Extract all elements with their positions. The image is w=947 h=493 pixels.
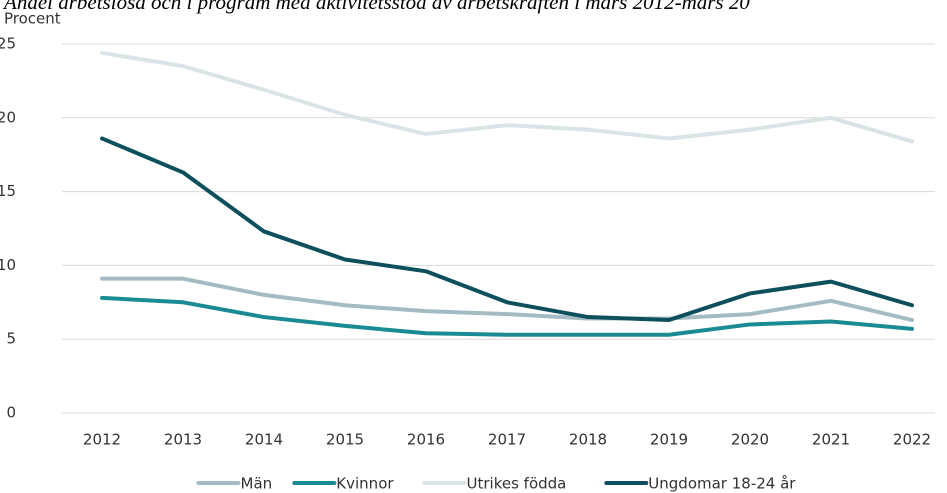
y-tick-label: 0 xyxy=(6,404,16,422)
legend-label: Ungdomar 18-24 år xyxy=(648,475,796,493)
line-series xyxy=(100,136,914,323)
x-tick-label: 2018 xyxy=(569,431,607,449)
legend-label: Utrikes födda xyxy=(467,475,567,493)
y-tick-label: 15 xyxy=(0,182,16,200)
line-series xyxy=(100,295,914,337)
chart-title: Andel arbetslösa och i program med aktiv… xyxy=(2,0,750,14)
x-tick-label: 2019 xyxy=(650,431,688,449)
x-tick-label: 2021 xyxy=(812,431,850,449)
line-series xyxy=(100,276,914,323)
legend-label: Män xyxy=(241,475,273,493)
x-tick-label: 2015 xyxy=(326,431,364,449)
x-tick-label: 2022 xyxy=(893,431,931,449)
x-tick-label: 2012 xyxy=(83,431,121,449)
x-tick-label: 2017 xyxy=(488,431,526,449)
x-tick-label: 2016 xyxy=(407,431,445,449)
y-tick-label: 10 xyxy=(0,256,16,274)
legend-label: Kvinnor xyxy=(336,475,394,493)
y-tick-label: 25 xyxy=(0,35,16,53)
line-series xyxy=(100,50,914,144)
x-tick-label: 2020 xyxy=(731,431,769,449)
x-tick-label: 2014 xyxy=(245,431,283,449)
y-tick-label: 20 xyxy=(0,108,16,126)
y-axis-label: Procent xyxy=(4,10,61,28)
x-tick-label: 2013 xyxy=(164,431,202,449)
y-tick-label: 5 xyxy=(6,330,16,348)
